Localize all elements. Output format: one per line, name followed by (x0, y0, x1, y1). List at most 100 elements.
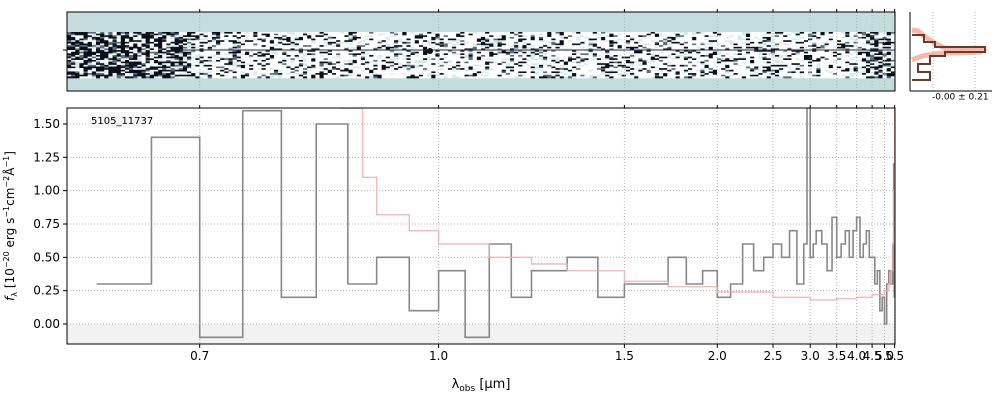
spectrum-2d-pixel (679, 46, 685, 49)
spectrum-2d-pixel (166, 53, 171, 56)
spectrum-2d-pixel (609, 58, 614, 61)
spectrum-2d-pixel (410, 73, 416, 76)
spectrum-2d-pixel (439, 76, 445, 79)
spectrum-2d-pixel (617, 46, 623, 49)
spectrum-2d-pixel (385, 40, 391, 43)
spectrum-2d-pixel (526, 53, 531, 56)
spectrum-2d-pixel (207, 35, 213, 38)
spectrum-2d-pixel (265, 43, 271, 46)
spectrum-2d-pixel (373, 41, 378, 44)
spectrum-2d-pixel (601, 38, 606, 41)
spectrum-2d-pixel (774, 63, 780, 66)
spectrum-2d-pixel (348, 36, 353, 39)
spectrum-2d-pixel (766, 40, 772, 43)
spectrum-2d-pixel (253, 56, 258, 59)
spectrum-2d-pixel (290, 53, 295, 56)
spectrum-2d-pixel (365, 56, 370, 59)
spectrum-2d-pixel (124, 76, 130, 79)
spectrum-2d-pixel (795, 63, 801, 66)
spectrum-2d-pixel (406, 66, 411, 69)
spectrum-2d-pixel (116, 32, 122, 34)
spectrum-2d-pixel (178, 74, 184, 77)
spectrum-2d-pixel (369, 41, 374, 44)
spectrum-2d-pixel (274, 45, 279, 48)
spectrum-2d-pixel (754, 68, 759, 71)
spectrum-2d-pixel (613, 46, 618, 49)
spectrum-2d-pixel (621, 64, 627, 67)
spectrum-2d-pixel (108, 59, 113, 62)
spectrum-2d-pixel (601, 58, 606, 61)
spectrum-2d-pixel (261, 76, 267, 79)
spectrum-2d-pixel (265, 45, 271, 48)
spectrum-2d-pixel (265, 36, 271, 39)
spectrum-2d-pixel (236, 40, 242, 43)
spectrum-2d-pixel (100, 55, 105, 57)
spectrum-2d-pixel (145, 32, 151, 34)
spectrum-2d-pixel (307, 51, 312, 54)
spectrum-2d-pixel (733, 68, 738, 71)
spectrum-2d-pixel (191, 69, 196, 72)
spectrum-2d-pixel (745, 66, 751, 69)
spectrum-2d-pixel (464, 66, 469, 69)
spectrum-2d-pixel (584, 55, 589, 57)
spectrum-2d-pixel (257, 55, 262, 57)
spectrum-2d-pixel (443, 35, 449, 38)
spectrum-2d-pixel (663, 53, 668, 56)
spectrum-2d-pixel (576, 50, 581, 53)
spectrum-2d-pixel (551, 66, 556, 69)
spectrum-2d-pixel (667, 66, 672, 69)
spectrum-2d-pixel (418, 73, 424, 76)
spectrum-2d-pixel (625, 51, 631, 54)
spectrum-2d-pixel (745, 45, 751, 48)
spectrum-2d-pixel (124, 63, 130, 66)
spectrum-2d-pixel (509, 50, 515, 53)
spectrum-2d-pixel (294, 76, 300, 79)
spectrum-2d-pixel (576, 53, 581, 56)
spectrum-2d-pixel (667, 61, 672, 64)
spectrum-2d-pixel (365, 58, 370, 61)
spectrum-2d-pixel (774, 51, 780, 54)
spectrum-2d-pixel (249, 58, 254, 61)
spectrum-2d-pixel (129, 32, 134, 34)
spectrum-2d-pixel (352, 51, 358, 54)
spectrum-2d-pixel (385, 36, 391, 39)
spectrum-2d-pixel (783, 69, 788, 72)
spectrum-2d-pixel (211, 73, 217, 76)
spectrum-2d-pixel (692, 33, 697, 36)
spectrum-2d-pixel (274, 76, 279, 79)
spectrum-2d-pixel (145, 59, 151, 62)
spectrum-2d-pixel (75, 66, 80, 69)
spectrum-2d-pixel (671, 41, 676, 44)
spectrum-2d-pixel (112, 40, 117, 43)
spectrum-2d-pixel (356, 32, 362, 34)
spectrum-2d-pixel (799, 53, 805, 56)
spectrum-2d-pixel (596, 63, 602, 66)
spectrum-2d-pixel (493, 69, 498, 72)
spectrum-2d-pixel (91, 76, 97, 79)
spectrum-2d-pixel (452, 68, 457, 71)
spectrum-2d-pixel (576, 38, 581, 41)
spectrum-2d-pixel (592, 64, 598, 67)
spectrum-2d-pixel (398, 76, 403, 79)
spectrum-2d-pixel (158, 40, 163, 43)
spectrum-2d-pixel (774, 32, 780, 34)
spectrum-2d-pixel (112, 48, 117, 51)
spectrum-2d-pixel (307, 74, 312, 77)
spectrum-2d-pixel (547, 69, 552, 72)
spectrum-2d-pixel (224, 76, 229, 79)
spectrum-2d-pixel (741, 46, 747, 49)
spectrum-2d-pixel (182, 33, 188, 36)
spectrum-2d-pixel (75, 64, 80, 67)
spectrum-2d-pixel (116, 61, 122, 64)
spectrum-2d-pixel (642, 38, 647, 41)
spectrum-2d-pixel (630, 36, 635, 39)
spectrum-2d-pixel (526, 55, 531, 57)
spectrum-2d-pixel (501, 68, 507, 71)
spectrum-2d-pixel (601, 35, 606, 38)
spectrum-2d-pixel (311, 68, 316, 71)
spectrum-2d-pixel (71, 43, 76, 46)
spectrum-2d-pixel (468, 51, 474, 54)
spectrum-2d-pixel (555, 73, 560, 76)
spectrum-2d-pixel (596, 64, 602, 67)
spectrum-2d-pixel (100, 35, 105, 38)
